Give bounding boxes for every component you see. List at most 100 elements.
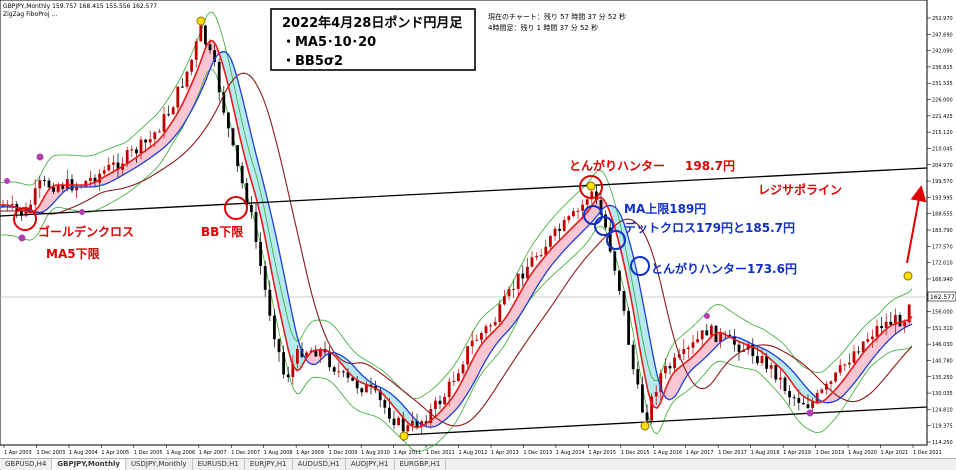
indicator-header: ZigZag FiboProj … [3,11,57,18]
candle-body [273,315,276,340]
candle-body [880,325,883,329]
candle-body [406,425,410,432]
info-box: 2022年4月28日ポンド円月足 ・MA5･10･20 ・BB5σ2 [270,8,476,71]
ma-fill-segment [828,394,831,403]
candle-body [779,377,782,380]
time-tick-label: 1 Dec 2005 [134,450,163,456]
candle-body [305,352,308,357]
lower-trend-line [402,406,928,436]
price-tick-label: 252.970 [932,16,953,22]
tab-usdjpy-monthly[interactable]: USDJPY,Monthly [126,459,193,470]
price-tick-label: 146.030 [932,342,953,348]
tab-eurjpy-h1[interactable]: EURJPY,H1 [245,459,293,470]
candle-body [291,363,295,378]
candle-body [558,228,561,231]
tab-eurgbp-h1[interactable]: EURGBP,H1 [395,459,447,470]
ma-fill-segment [846,372,849,393]
tab-eurusd-h1[interactable]: EURUSD,H1 [193,459,245,470]
ma-fill-segment [42,195,45,213]
candle-body [829,381,833,384]
candle-body [282,352,285,375]
ma-fill-segment [174,114,177,138]
time-tick-label: 1 Dec 2015 [621,450,650,456]
candle-body [236,145,239,166]
ma-fill-segment [180,102,183,130]
time-tick-label: 1 Aug 2014 [556,450,585,456]
candle-body [889,321,893,325]
bb-lower-label: BB下限 [201,224,243,239]
candle-body [434,400,437,410]
candle-body [457,373,460,381]
ma-fill-segment [144,149,147,163]
ma-fill-segment [561,236,564,254]
price-tick-label: 119.375 [932,424,953,430]
ma-fill-segment [474,351,477,383]
candle-body [526,266,529,279]
candle-body [112,162,115,165]
candle-body [56,185,60,192]
ma-upper-label: MA上限189円 [624,201,706,216]
candle-body [259,241,262,266]
ma-fill-segment [468,363,471,393]
ma-fill-segment [648,328,651,402]
ma-fill-segment [570,227,573,245]
ma-fill-segment [612,205,615,229]
candle-body [461,364,465,374]
timer-text: 現在のチャート：残り 57 時間 37 分 52 秒 [488,12,626,21]
candle-body [512,288,515,290]
golden-cross-label: ゴールデンクロス [38,224,134,239]
tab-gbpusd-h4[interactable]: GBPUSD,H4 [0,459,53,470]
candle-body [125,150,129,164]
tab-audusd-h1[interactable]: AUDUSD,H1 [293,459,346,470]
candle-body [834,372,837,382]
time-tick-label: 1 Apr 2003 [4,450,32,456]
ma-fill-segment [507,310,510,332]
ma-fill-segment [576,221,579,238]
candle-body [792,397,796,399]
ma-fill-segment [672,371,675,399]
candle-body [139,139,143,154]
candle-body [760,356,764,364]
ma-fill-segment [246,112,249,173]
ma-fill-segment [453,391,456,413]
candle-body [438,400,442,405]
candle-body [728,334,732,337]
candle-body [507,289,511,297]
ma-fill-segment [459,381,462,406]
resistance-label: レジサポライン [758,182,842,197]
tab-gbpjpy-monthly[interactable]: GBPJPY,Monthly [52,459,126,470]
candle-body [562,220,566,231]
ma-fill-segment [114,169,117,181]
ma-fill-segment [384,389,387,399]
ma-fill-segment [669,375,672,400]
ma-fill-segment [534,266,537,292]
tab-audjpy-h1[interactable]: AUDJPY,H1 [346,459,395,470]
candle-body [176,86,180,108]
candle-body [144,139,147,143]
candle-body [392,418,396,426]
time-tick-label: 1 Apr 2015 [588,450,616,456]
candle-body [820,389,824,393]
time-axis: 1 Apr 2003 1 Dec 2003 1 Aug 2004 1 Apr 2005… [3,445,942,456]
ma-fill-segment [678,366,681,392]
zigzag-marker [79,209,85,215]
ma-fill-segment [879,333,882,351]
dead-cross-label: デットクロス179円と185.7円 [624,220,795,235]
candle-body [208,44,212,51]
candle-body [535,256,538,258]
ma-fill-segment [711,334,714,352]
zigzag-marker [4,178,10,184]
candle-body [898,315,902,327]
candle-body [636,369,640,385]
zigzag-marker [640,421,650,431]
ma-fill-segment [498,323,501,342]
time-tick-label: 1 Apr 2019 [783,450,811,456]
ma-fill-segment [495,327,498,346]
golden-cross-circle [13,207,37,231]
time-tick-label: 1 Dec 2019 [816,450,845,456]
ma-fill-segment [855,359,858,383]
ma-fill-segment [153,142,156,156]
ma-fill-segment [198,60,201,98]
candle-body [107,164,111,171]
